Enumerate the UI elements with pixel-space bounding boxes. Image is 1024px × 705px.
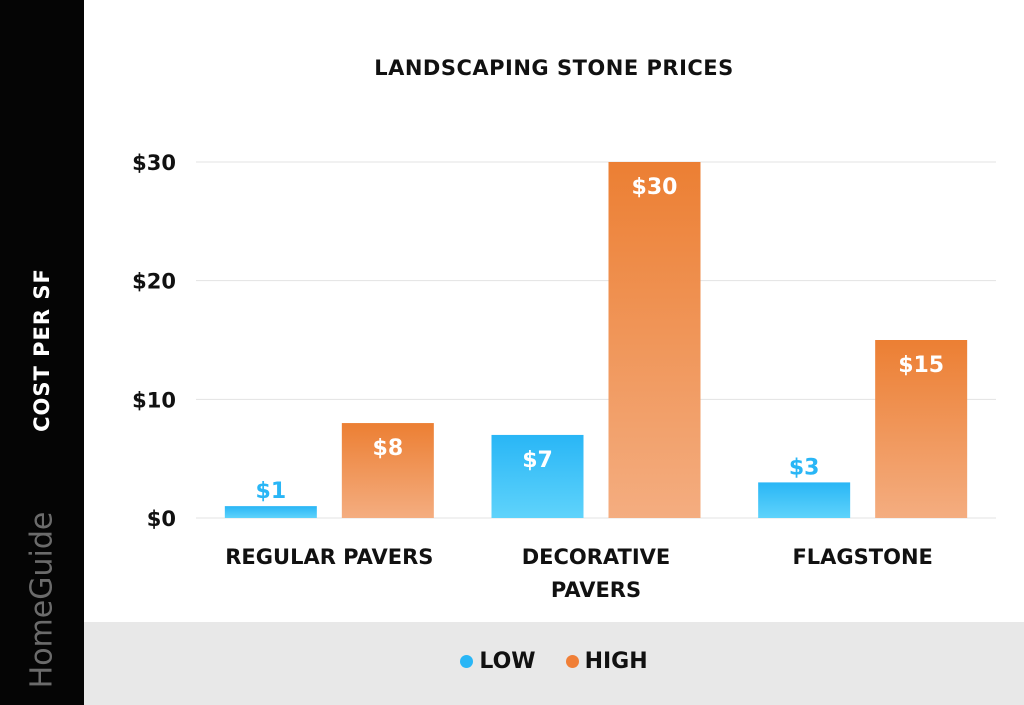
bar-high-2 <box>875 340 968 518</box>
bar-value-label: $15 <box>898 353 944 378</box>
sidebar: COST PER SF HomeGuide <box>0 0 84 705</box>
y-tick-label: $30 <box>132 151 176 175</box>
bar-value-label: $30 <box>632 175 678 200</box>
y-tick-label: $10 <box>132 388 176 412</box>
brand-logo: HomeGuide <box>24 511 60 689</box>
y-tick-label: $0 <box>147 507 176 531</box>
bar-value-label: $1 <box>256 479 287 504</box>
y-tick-label: $20 <box>132 270 176 294</box>
x-tick-label: REGULAR PAVERS <box>225 545 433 569</box>
bar-value-label: $8 <box>373 436 404 461</box>
plot-area: $0 $10 $20 $30 $1 $8 $7 $30 $3 $15 REGULAR PAVER… <box>132 151 996 602</box>
legend-footer: LOW HIGH <box>84 622 1024 705</box>
bar-value-label: $7 <box>522 448 553 473</box>
chart-title: LANDSCAPING STONE PRICES <box>374 56 734 80</box>
bar-low-1 <box>491 434 584 518</box>
x-tick-label: FLAGSTONE <box>792 545 932 569</box>
bar-high-0 <box>341 423 434 518</box>
bar-low-0 <box>224 506 317 518</box>
legend-item-low: LOW <box>460 649 536 674</box>
bar-value-label: $3 <box>789 455 820 480</box>
legend: LOW HIGH <box>84 649 1024 674</box>
legend-dot-low <box>460 655 474 668</box>
legend-label-low: LOW <box>479 649 536 674</box>
legend-item-high: HIGH <box>565 649 648 674</box>
legend-dot-high <box>565 655 579 668</box>
bar-high-1 <box>608 162 701 518</box>
x-tick-label: PAVERS <box>551 578 641 602</box>
bar-low-2 <box>758 482 851 518</box>
x-tick-label: DECORATIVE <box>522 545 671 569</box>
legend-label-high: HIGH <box>584 649 648 674</box>
y-axis-label: COST PER SF <box>30 268 54 432</box>
